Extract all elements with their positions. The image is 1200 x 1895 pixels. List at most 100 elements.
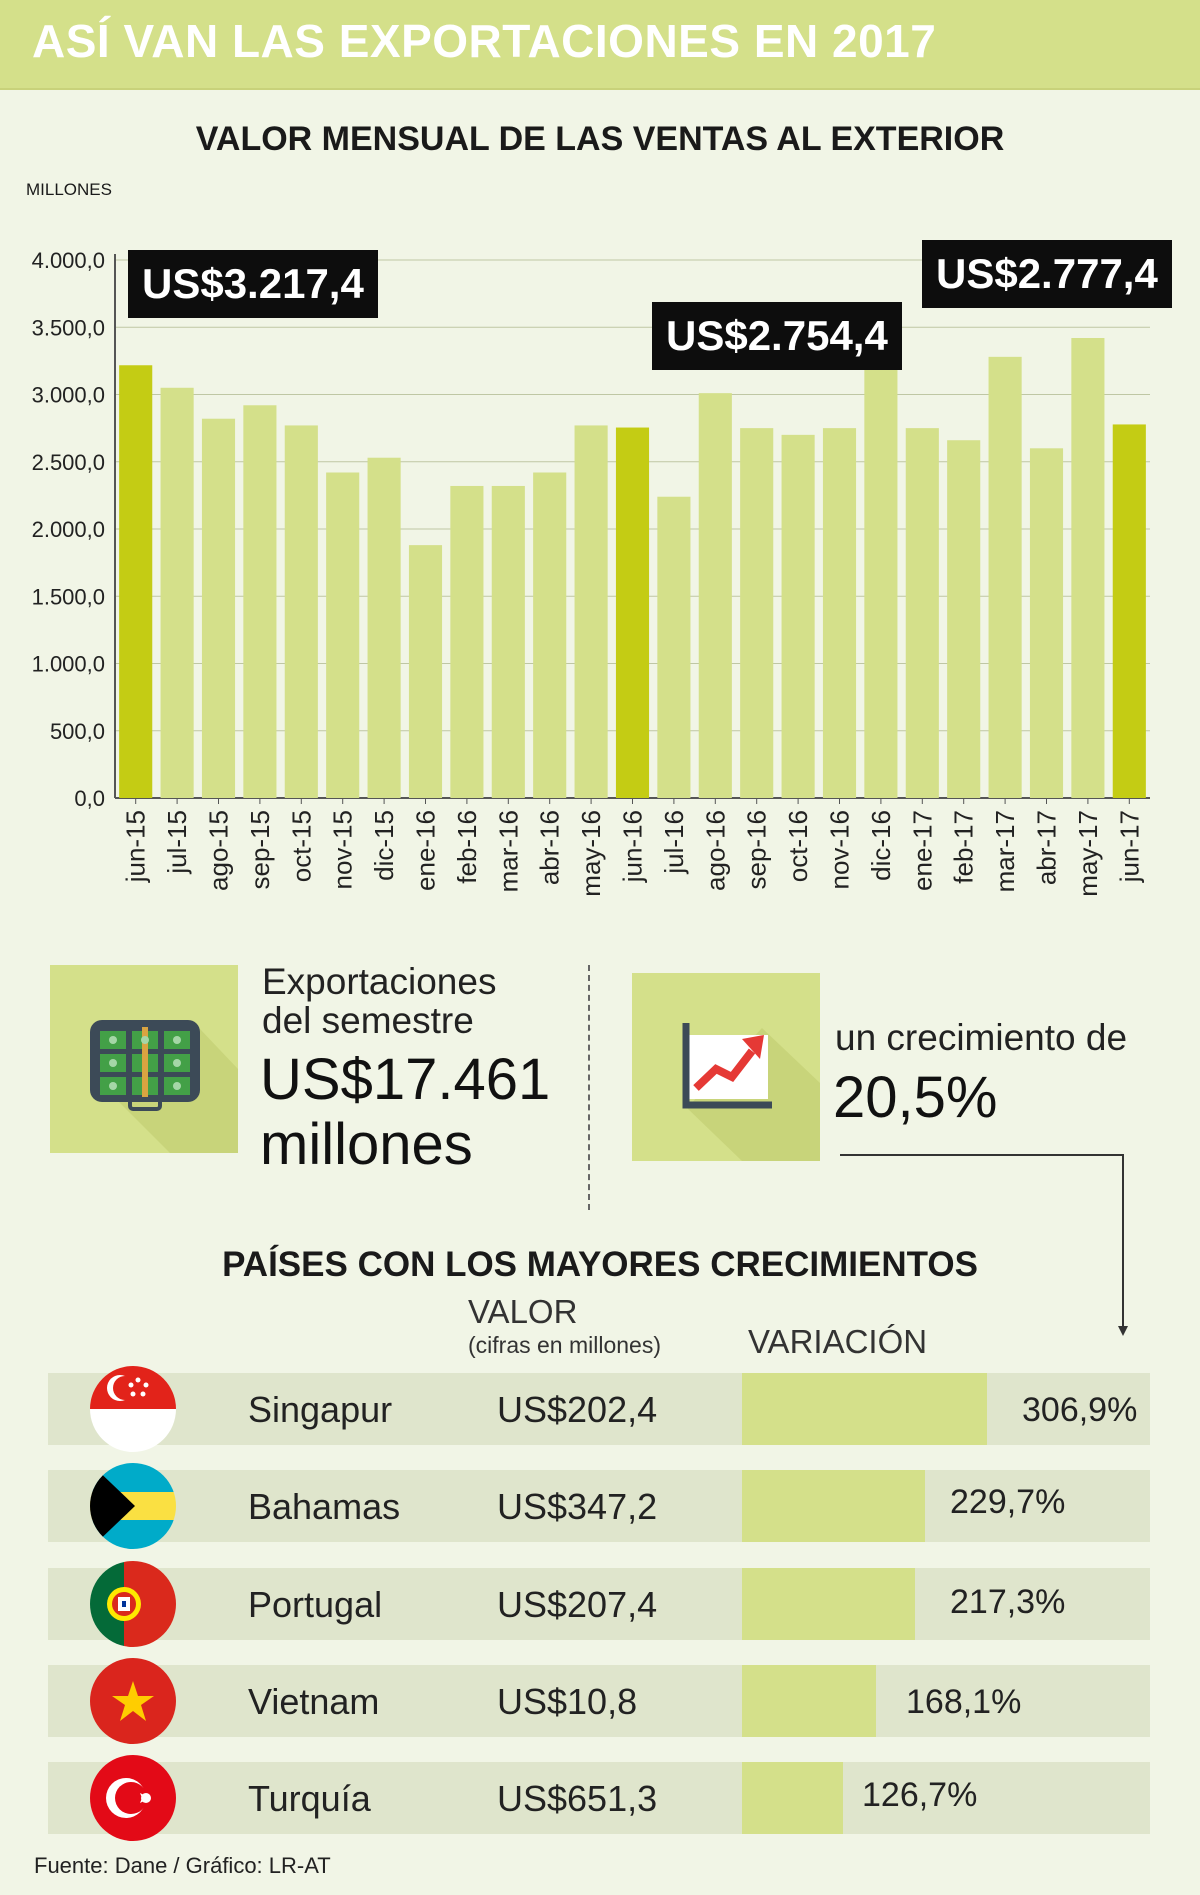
x-tick-label: jun-15 [121, 810, 151, 883]
bar-dic-16 [864, 338, 898, 798]
x-tick-label: jun-16 [618, 810, 648, 883]
table-row [48, 1665, 1150, 1737]
variation-bar [742, 1568, 915, 1640]
bar-ago-15 [201, 418, 236, 798]
growth-chart-icon [682, 1023, 820, 1161]
briefcase-icon-box [50, 965, 238, 1153]
country-value: US$202,4 [497, 1389, 658, 1430]
country-name: Singapur [248, 1389, 393, 1430]
y-tick-label: 1.000,0 [32, 652, 105, 677]
country-name: Vietnam [248, 1681, 380, 1722]
x-tick-label: may-17 [1073, 810, 1103, 897]
y-tick-label: 2.000,0 [32, 517, 105, 542]
x-tick-label: dic-15 [369, 810, 399, 881]
y-tick-label: 500,0 [50, 719, 105, 744]
bar-sep-15 [243, 405, 277, 798]
header-divider [0, 88, 1200, 90]
section-divider [588, 965, 590, 1210]
col-head-value-sub: (cifras en millones) [468, 1332, 661, 1358]
portugal-flag-icon [90, 1561, 176, 1647]
x-tick-label: jul-15 [162, 810, 192, 875]
bar-chart: 4.000,0 3.500,0 3.000,0 2.500,0 2.000,0 1.500… [32, 248, 1150, 897]
bar-ene-17 [905, 428, 939, 798]
x-tick-label: ene-16 [411, 810, 441, 891]
country-name: Bahamas [248, 1486, 401, 1527]
x-tick-label: nov-16 [825, 810, 855, 890]
chart-title: VALOR MENSUAL DE LAS VENTAS AL EXTERIOR [195, 120, 1005, 158]
y-tick-label: 1.500,0 [32, 584, 105, 609]
bar-feb-16 [450, 485, 484, 798]
growth-label: un crecimiento de [835, 1017, 1128, 1058]
variation-label: 229,7% [950, 1483, 1066, 1521]
x-tick-label: oct-16 [783, 810, 813, 882]
vietnam-flag-icon [90, 1658, 176, 1744]
bar-mar-17 [988, 356, 1022, 798]
semester-label-line1: Exportaciones [262, 961, 497, 1002]
variation-bar [742, 1762, 843, 1834]
growth-icon-box [632, 973, 820, 1161]
y-tick-label: 4.000,0 [32, 248, 105, 273]
bar-mar-16 [491, 485, 525, 798]
bar-jul-15 [160, 387, 194, 798]
x-tick-label: oct-15 [286, 810, 316, 882]
country-value: US$347,2 [497, 1486, 658, 1527]
countries-title: PAÍSES CON LOS MAYORES CRECIMIENTOS [222, 1245, 978, 1284]
header-banner: ASÍ VAN LAS EXPORTACIONES EN 2017 [0, 0, 1200, 88]
table-row [48, 1568, 1150, 1640]
y-axis-unit: MILLONES [26, 180, 112, 199]
callout-jun-15: US$3.217,4 [128, 250, 378, 318]
x-tick-label: mar-17 [990, 810, 1020, 892]
connector-arrow [840, 1154, 1128, 1336]
y-tick-label: 3.000,0 [32, 383, 105, 408]
y-tick-label: 0,0 [74, 786, 105, 811]
x-tick-label: ago-15 [204, 810, 234, 891]
bar-oct-15 [284, 425, 318, 798]
bar-jun-17 [1112, 424, 1146, 798]
bar-nov-15 [326, 472, 360, 798]
bar-ago-16 [698, 393, 732, 798]
bar-may-16 [574, 425, 608, 798]
x-tick-label: nov-15 [328, 810, 358, 890]
x-tick-label: sep-16 [742, 810, 772, 890]
variation-label: 168,1% [906, 1683, 1022, 1721]
bar-jun-15 [119, 365, 153, 798]
variation-bar [742, 1470, 925, 1542]
x-tick-label: dic-16 [866, 810, 896, 881]
table-row [48, 1470, 1150, 1542]
x-tick-label: mar-16 [493, 810, 523, 892]
bahamas-flag-icon [90, 1463, 176, 1549]
x-tick-label: abr-17 [1032, 810, 1062, 885]
x-tick-label: abr-16 [535, 810, 565, 885]
turkey-flag-icon [90, 1755, 176, 1841]
country-value: US$651,3 [497, 1778, 658, 1819]
semester-value: US$17.461 [260, 1047, 551, 1112]
col-head-value: VALOR [468, 1293, 578, 1330]
money-briefcase-icon [90, 1020, 238, 1153]
singapore-flag-icon [90, 1366, 176, 1452]
country-value: US$207,4 [497, 1584, 658, 1625]
growth-value: 20,5% [833, 1065, 998, 1130]
bar-ene-16 [408, 545, 443, 798]
source-credit: Fuente: Dane / Gráfico: LR-AT [34, 1853, 331, 1878]
bar-may-17 [1071, 338, 1105, 798]
table-row [48, 1762, 1150, 1834]
bar-sep-16 [740, 428, 774, 798]
page-title: ASÍ VAN LAS EXPORTACIONES EN 2017 [32, 15, 937, 67]
country-value: US$10,8 [497, 1681, 638, 1722]
bar-abr-16 [533, 472, 567, 798]
variation-bar [742, 1373, 987, 1445]
y-tick-label: 2.500,0 [32, 450, 105, 475]
x-tick-label: feb-17 [949, 810, 979, 884]
bar-abr-17 [1029, 448, 1064, 798]
semester-unit: millones [260, 1112, 473, 1177]
semester-label-line2: del semestre [262, 1000, 474, 1041]
country-name: Turquía [248, 1778, 371, 1819]
x-tick-label: may-16 [576, 810, 606, 897]
bar-jul-16 [657, 496, 691, 798]
col-head-variation: VARIACIÓN [748, 1323, 928, 1360]
x-tick-label: jul-16 [659, 810, 689, 875]
callout-jun-17: US$2.777,4 [922, 240, 1172, 308]
bar-nov-16 [822, 428, 857, 798]
callout-jun-16: US$2.754,4 [652, 302, 902, 370]
